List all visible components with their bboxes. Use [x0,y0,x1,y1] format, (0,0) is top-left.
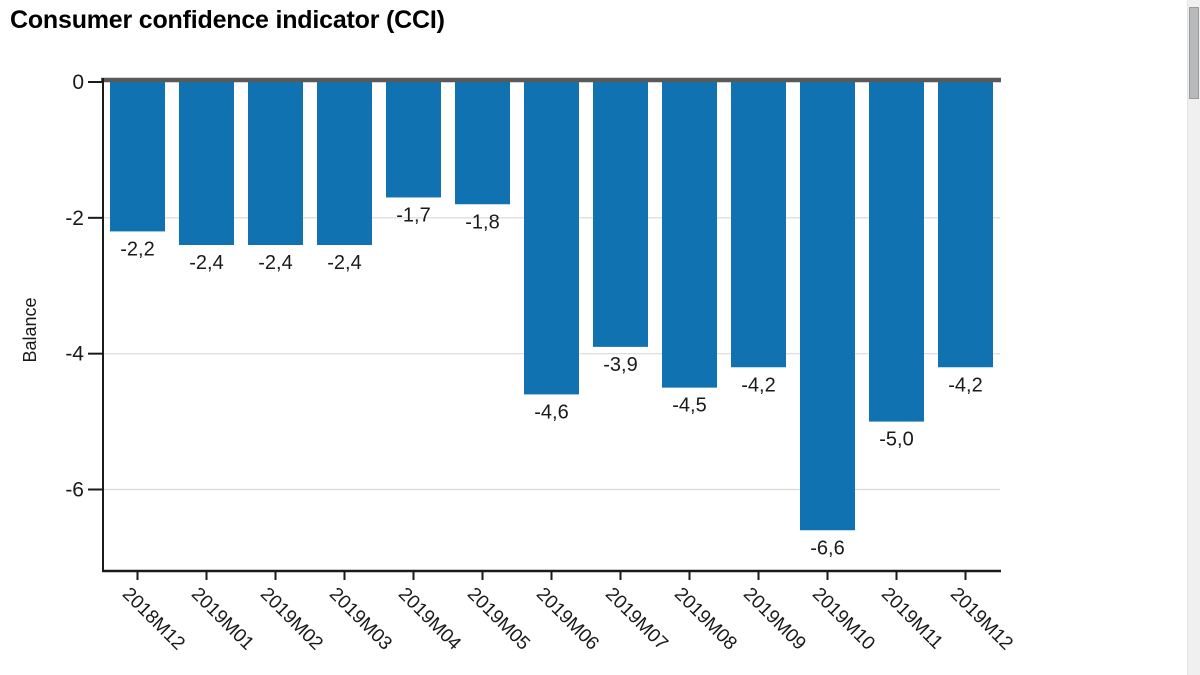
x-category-label: 2019M01 [187,584,258,655]
x-category-label: 2019M05 [463,584,534,655]
bar-value-label: -2,4 [258,252,292,274]
bar-value-label: -2,2 [120,238,154,260]
bar-2019M07 [593,82,648,347]
bar-value-label: -5,0 [879,429,913,451]
bar-2019M06 [524,82,579,395]
bar-value-label: -4,2 [741,374,775,396]
y-tick-label: -6 [65,479,84,502]
y-axis-title: Balance [20,297,40,362]
y-tick-label: 0 [72,71,84,94]
x-category-label: 2019M04 [394,584,465,655]
y-tick-label: -4 [65,343,84,366]
bar-2018M12 [110,82,165,232]
x-category-label: 2018M12 [118,584,189,655]
page-title: Consumer confidence indicator (CCI) [10,6,445,34]
bar-2019M03 [317,82,372,245]
x-category-label: 2019M02 [256,584,327,655]
bar-2019M02 [248,82,303,245]
bar-2019M11 [869,82,924,422]
bar-value-label: -2,4 [327,252,361,274]
x-category-label: 2019M03 [325,584,396,655]
y-tick-label: -2 [65,207,84,230]
bar-value-label: -2,4 [189,252,223,274]
x-category-label: 2019M12 [946,584,1017,655]
bar-2019M08 [662,82,717,388]
bar-2019M05 [455,82,510,205]
x-category-label: 2019M11 [877,584,947,654]
x-category-label: 2019M10 [808,584,879,655]
vertical-scrollbar-track[interactable] [1187,0,1200,675]
bar-value-label: -3,9 [603,354,637,376]
bar-value-label: -1,8 [465,211,499,233]
bar-2019M12 [938,82,993,368]
bar-value-label: -4,5 [672,395,706,417]
bar-value-label: -1,7 [396,204,430,226]
x-category-label: 2019M07 [601,584,672,655]
bar-2019M01 [179,82,234,245]
vertical-scrollbar-thumb[interactable] [1189,7,1199,99]
bar-2019M09 [731,82,786,368]
x-category-label: 2019M08 [670,584,741,655]
x-category-label: 2019M06 [532,584,603,655]
bar-value-label: -6,6 [810,537,844,559]
bar-2019M10 [800,82,855,531]
x-category-label: 2019M09 [739,584,810,655]
bar-value-label: -4,2 [948,374,982,396]
bar-value-label: -4,6 [534,401,568,423]
bar-2019M04 [386,82,441,198]
